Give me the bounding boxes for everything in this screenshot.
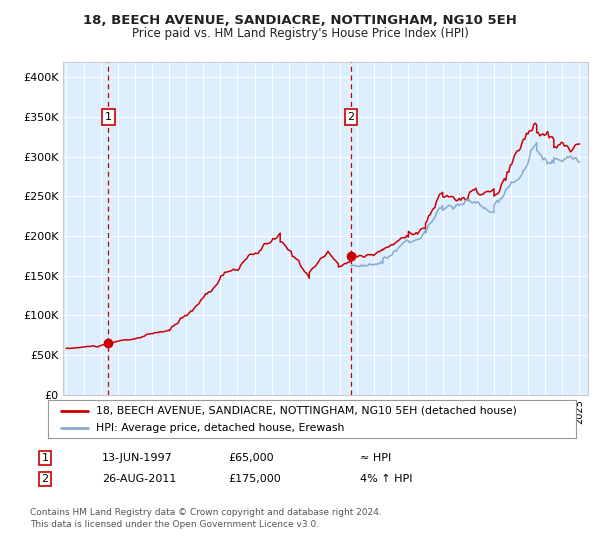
- Text: £175,000: £175,000: [228, 474, 281, 484]
- Text: Contains HM Land Registry data © Crown copyright and database right 2024.: Contains HM Land Registry data © Crown c…: [30, 508, 382, 517]
- Text: 2: 2: [41, 474, 49, 484]
- Text: This data is licensed under the Open Government Licence v3.0.: This data is licensed under the Open Gov…: [30, 520, 319, 529]
- Text: HPI: Average price, detached house, Erewash: HPI: Average price, detached house, Erew…: [95, 423, 344, 433]
- Text: 18, BEECH AVENUE, SANDIACRE, NOTTINGHAM, NG10 5EH (detached house): 18, BEECH AVENUE, SANDIACRE, NOTTINGHAM,…: [95, 405, 517, 416]
- Text: 4% ↑ HPI: 4% ↑ HPI: [360, 474, 413, 484]
- Text: 18, BEECH AVENUE, SANDIACRE, NOTTINGHAM, NG10 5EH: 18, BEECH AVENUE, SANDIACRE, NOTTINGHAM,…: [83, 14, 517, 27]
- Text: £65,000: £65,000: [228, 453, 274, 463]
- Text: 13-JUN-1997: 13-JUN-1997: [102, 453, 173, 463]
- Text: ≈ HPI: ≈ HPI: [360, 453, 391, 463]
- Text: Price paid vs. HM Land Registry's House Price Index (HPI): Price paid vs. HM Land Registry's House …: [131, 27, 469, 40]
- Text: 1: 1: [41, 453, 49, 463]
- Text: 2: 2: [347, 112, 355, 122]
- Text: 26-AUG-2011: 26-AUG-2011: [102, 474, 176, 484]
- Text: 1: 1: [105, 112, 112, 122]
